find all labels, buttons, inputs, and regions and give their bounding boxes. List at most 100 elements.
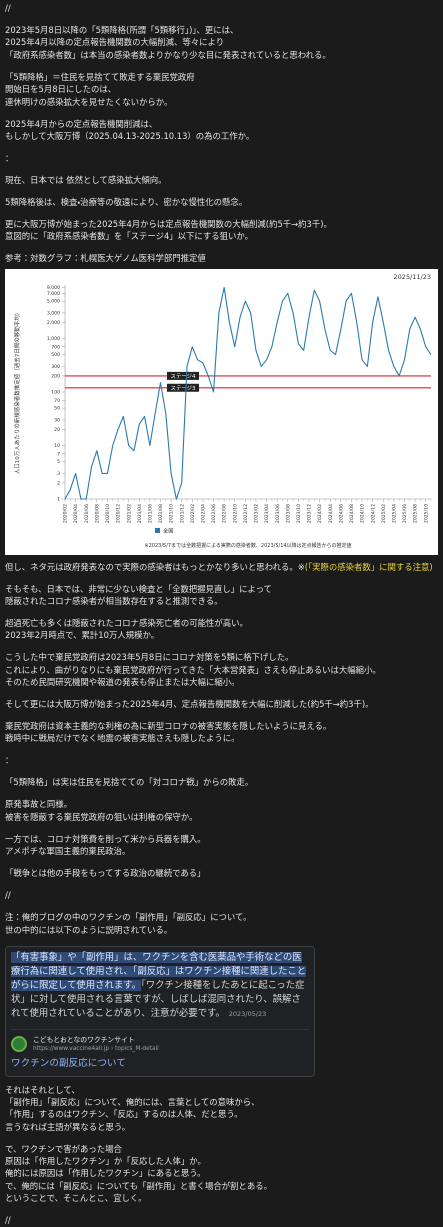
x-tick-label: 2020/08 (94, 504, 100, 523)
chart-caption: 参考：対数グラフ：札幌医大ゲノム医科学部門推定値 (5, 253, 206, 264)
x-tick-label: 2022/04 (201, 504, 207, 523)
x-tick-label: 2023/08 (285, 504, 291, 523)
y-tick-label: 200 (51, 373, 60, 379)
x-tick-label: 2021/12 (179, 504, 185, 523)
x-tick-label: 2024/02 (317, 504, 323, 523)
x-tick-label: 2022/12 (243, 504, 249, 523)
y-tick-label: 70 (54, 397, 60, 403)
note-link[interactable]: (「実際の感染者数」に関する注意) (304, 561, 433, 572)
note-text: 但し、ネタ元は政府発表なので実際の感染者はもっとかなり多いと思われる。※ (5, 561, 305, 572)
paragraph: 「戦争とは他の手段をもってする政治の継続である」 (5, 867, 438, 879)
text-line: 「戦争とは他の手段をもってする政治の継続である」 (5, 868, 206, 879)
x-tick-label: 2023/06 (275, 504, 281, 523)
paragraph: で、ワクチンで害があった場合原因は「作用したワクチン」か「反応した人体」か。 俺的… (5, 1143, 438, 1205)
snippet-source: こどもとおとなのワクチンサイト https://www.vaccine4all.… (11, 1028, 309, 1053)
x-tick-label: 2022/06 (211, 504, 217, 523)
closing: それはそれとして、 「副作用」「副反応」について、俺的には、言葉としての意味から、… (5, 1084, 438, 1227)
paragraph: // (5, 1214, 438, 1226)
x-tick-label: 2024/12 (370, 504, 376, 523)
text-line: ： (5, 755, 14, 766)
text-line: 俺的には原因は「作用したワクチン」にあると思う。 (5, 1168, 206, 1179)
y-tick-label: 5 (57, 459, 60, 465)
text-line: 「作用」するのはワクチン、「反応」するのは人体、だと思う。 (5, 1109, 243, 1120)
paragraph: 「5類降格」は実は住民を見捨てての「対コロナ戦」からの敗走。 (5, 776, 438, 788)
text-line: 「5類降格」＝住民を見捨てて敗走する棄民党政府 (5, 71, 195, 82)
text-line: もしかして大阪万博（2025.04.13-2025.10.13）の為の工作か。 (5, 130, 255, 141)
paragraph: // (5, 2, 438, 14)
paragraph: 5類降格後は、検査・治療等の敬遠により、密かな慢性化の懸念。 (5, 196, 438, 208)
text-line: // (5, 890, 11, 901)
paragraph: そもそも、日本では、非常に少ない検査と「全数把握見直し」によって 隠蔽されたコロナ… (5, 583, 438, 608)
y-tick-label: 300 (51, 364, 60, 370)
y-tick-label: 30 (54, 417, 60, 423)
paragraph: 2023年5月8日以降の「5類降格(所謂「5類移行」)」、更には、 2025年4月… (5, 24, 438, 61)
snippet-date: 2023/05/23 (228, 1009, 267, 1018)
legend-swatch (155, 527, 160, 533)
text-line: 更に大阪万博が始まった2025年4月からは定点報告機関数の大幅削減(約5千→約3… (5, 218, 332, 229)
intro: // 2023年5月8日以降の「5類降格(所謂「5類移行」)」、更には、 2025年… (5, 2, 438, 243)
text-line: 一方では、コロナ対策費を削って米から兵器を購入。 (5, 833, 206, 844)
y-tick-label: 7,000 (47, 290, 60, 296)
y-tick-label: 20 (54, 427, 60, 433)
text-line: 現在、日本では 依然として感染拡大傾向。 (5, 174, 167, 185)
x-tick-label: 2025/02 (381, 504, 387, 523)
snippet-body: 「ワクチン接種をしたあとに起こった症状」に対して使用される言葉ですが、しばしば混… (11, 979, 305, 1019)
x-tick-label: 2020/06 (84, 504, 90, 523)
text-line: これにより、曲がりなりにも棄民党政府が行ってきた「大本営発表」さえも停止あるいは… (5, 664, 381, 675)
x-tick-label: 2020/02 (63, 504, 69, 523)
x-tick-label: 2022/08 (222, 504, 228, 523)
text-line: 意図的に「政府系感染者数」を「ステージ4」以下にする狙いか。 (5, 231, 253, 242)
text-line: そのため民間研究機関や報道の発表も停止または大幅に縮小。 (5, 677, 240, 688)
x-tick-label: 2020/10 (105, 504, 111, 523)
text-line: 被害を隠蔽する棄民党政府の狙いは利権の保守か。 (5, 811, 198, 822)
text-line: 原因は「作用したワクチン」か「反応した人体」か。 (5, 1156, 206, 1167)
text-line: で、ワクチンで害があった場合 (5, 1143, 122, 1154)
x-tick-label: 2020/04 (73, 504, 79, 523)
paragraph: ： (5, 152, 438, 164)
text-line: 連休明けの感染拡大を見せたくないからか。 (5, 96, 173, 107)
x-tick-label: 2023/04 (264, 504, 270, 523)
y-tick-label: 3,000 (47, 310, 60, 316)
y-tick-label: 2,000 (47, 320, 60, 326)
text-line: こうした中で棄民党政府は2023年5月8日にコロナ対策を5類に格下げした。 (5, 652, 294, 663)
site-icon (11, 1036, 27, 1053)
y-tick-label: 2 (57, 480, 60, 486)
x-tick-label: 2023/10 (296, 504, 302, 523)
paragraph: 超過死亡も多くは隠蔽されたコロナ感染死亡者の可能性が高い。 2023年2月時点で、… (5, 617, 438, 642)
y-axis-label: 人口10万人あたりの新規感染者数推定値（過去7日間の移動平均） (13, 309, 21, 474)
text-line: そして更には大阪万博が始まった2025年4月、定点報告機関数を大幅に削減した(約… (5, 699, 374, 710)
paragraph: 更に大阪万博が始まった2025年4月からは定点報告機関数の大幅削減(約5千→約3… (5, 218, 438, 243)
y-tick-label: 1,000 (47, 336, 60, 342)
site-url: https://www.vaccine4all.jp › topics_M-de… (33, 1045, 159, 1052)
x-tick-label: 2021/06 (147, 504, 153, 523)
x-tick-label: 2025/06 (402, 504, 408, 523)
text-line: で、俺的には「副反応」についても「副作用」と書く場合が割とある。 (5, 1180, 272, 1191)
text-line: ということで、そこんとこ、宜しく。 (5, 1193, 147, 1204)
x-tick-label: 2024/04 (328, 504, 334, 523)
text-line: そもそも、日本では、非常に少ない検査と「全数把握見直し」によって (5, 583, 272, 594)
x-tick-label: 2024/08 (349, 504, 355, 523)
y-tick-label: 10 (54, 443, 60, 449)
snippet-text: 「有害事象」や「副作用」は、ワクチンを含む医薬品や手術などの医療行為に関連して使… (11, 951, 309, 1021)
paragraph: ： (5, 754, 438, 766)
x-tick-label: 2022/10 (232, 504, 238, 523)
text-line: 世の中的には以下のように説明されている。 (5, 924, 173, 935)
y-tick-label: 7 (57, 451, 60, 457)
paragraph: 現在、日本では 依然として感染拡大傾向。 (5, 174, 438, 186)
x-tick-label: 2022/02 (190, 504, 196, 523)
snippet-link[interactable]: ワクチンの副反応について (11, 1057, 126, 1069)
paragraph: 原発事故と同様。 被害を隠蔽する棄民党政府の狙いは利権の保守か。 (5, 798, 438, 823)
legend-label: 全国 (163, 526, 173, 534)
x-tick-label: 2020/12 (116, 504, 122, 523)
text-line: // (5, 3, 11, 13)
y-tick-label: 700 (51, 344, 60, 350)
text-line: ： (5, 152, 14, 163)
y-tick-label: 100 (51, 389, 60, 395)
x-tick-label: 2024/06 (338, 504, 344, 523)
chart-footnote: ※2023/5/7までは全数把握による実際の感染者数、2023/5/14以降は定… (144, 542, 351, 549)
reference-label: ステージ3 (171, 384, 196, 391)
text-line: 棄民党政府は資本主義的な利権の為に新型コロナの被害実態を隠したいように見える。 (5, 721, 332, 732)
paragraph: 「5類降格」＝住民を見捨てて敗走する棄民党政府 開始日を5月8日にしたのは、 連休明… (5, 71, 438, 108)
text-line: 開始日を5月8日にしたのは、 (5, 84, 117, 95)
